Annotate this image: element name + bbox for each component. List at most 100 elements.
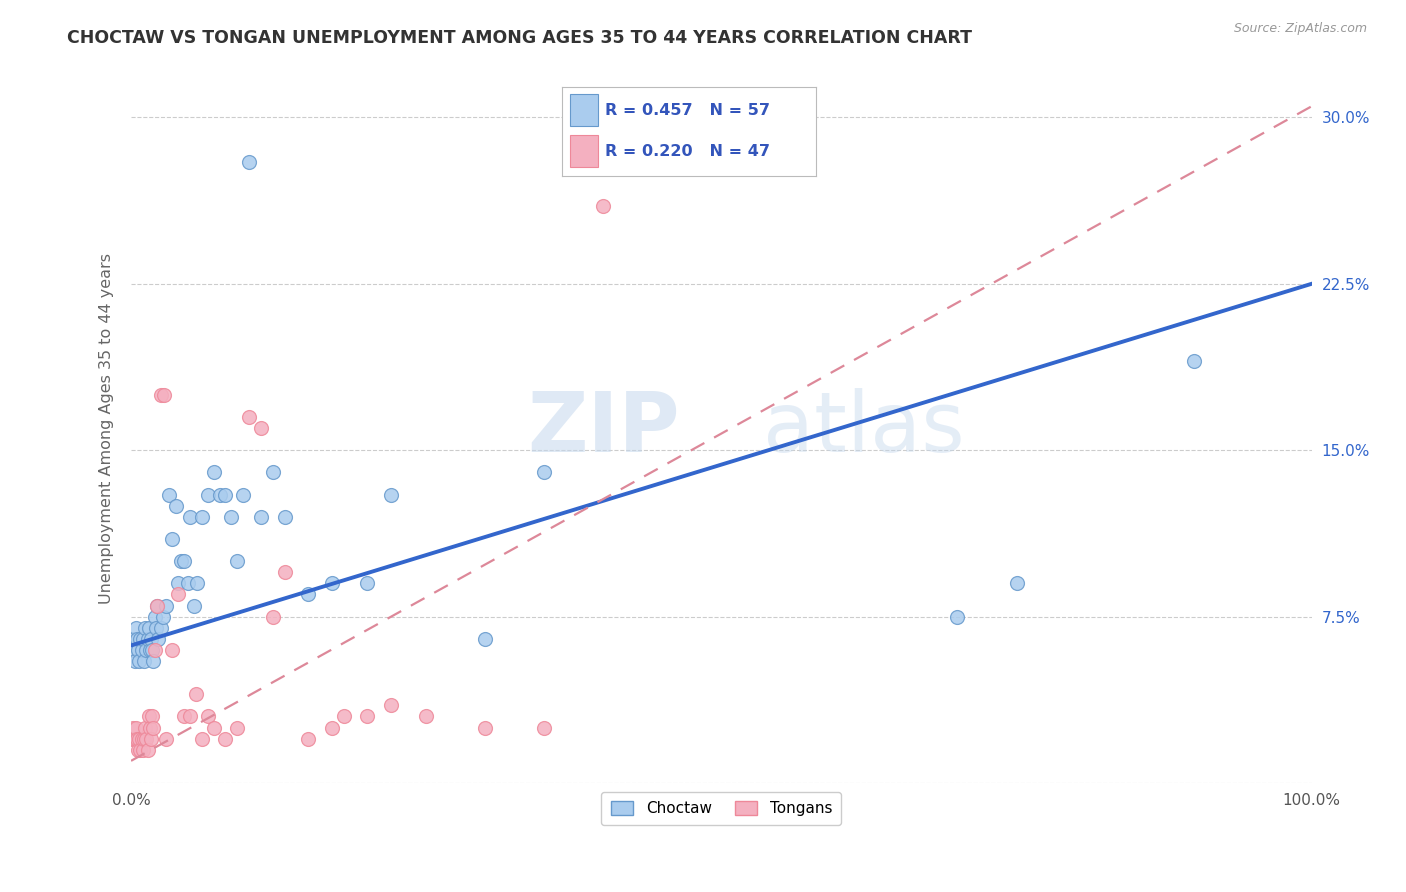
Point: [273, 509, 295, 524]
Point: [132, 743, 155, 757]
Point: [131, 643, 153, 657]
Point: [297, 587, 319, 601]
Point: [149, 621, 172, 635]
Point: [125, 721, 148, 735]
Point: [155, 599, 177, 613]
Point: [127, 743, 149, 757]
Point: [141, 709, 163, 723]
Point: [138, 621, 160, 635]
Point: [155, 731, 177, 746]
Point: [139, 643, 162, 657]
Point: [134, 721, 156, 735]
Point: [121, 632, 143, 646]
Point: [139, 632, 162, 646]
Point: [232, 487, 254, 501]
Point: [152, 609, 174, 624]
Point: [214, 731, 236, 746]
Point: [149, 388, 172, 402]
Point: [356, 576, 378, 591]
Point: [356, 709, 378, 723]
Point: [122, 721, 145, 735]
Point: [124, 654, 146, 668]
Point: [138, 709, 160, 723]
Point: [262, 609, 284, 624]
Point: [165, 499, 187, 513]
Point: [162, 532, 184, 546]
Point: [592, 199, 614, 213]
Point: [183, 599, 205, 613]
Point: [250, 421, 273, 435]
Point: [321, 576, 343, 591]
Point: [179, 509, 201, 524]
Point: [143, 609, 166, 624]
Legend: Choctaw, Tongans: Choctaw, Tongans: [602, 792, 841, 825]
Point: [157, 487, 180, 501]
Point: [169, 554, 191, 568]
Point: [146, 599, 169, 613]
Point: [145, 621, 167, 635]
Point: [146, 599, 169, 613]
Point: [136, 743, 159, 757]
Point: [131, 731, 153, 746]
Point: [1005, 576, 1028, 591]
Point: [139, 721, 162, 735]
Point: [273, 566, 295, 580]
Point: [121, 731, 143, 746]
Point: [129, 743, 152, 757]
Point: [167, 587, 190, 601]
Point: [214, 487, 236, 501]
Point: [184, 687, 207, 701]
Point: [143, 643, 166, 657]
Point: [533, 466, 555, 480]
Point: [132, 731, 155, 746]
Point: [148, 632, 170, 646]
Point: [176, 576, 198, 591]
Point: [208, 487, 231, 501]
Point: [128, 731, 150, 746]
Y-axis label: Unemployment Among Ages 35 to 44 years: Unemployment Among Ages 35 to 44 years: [100, 252, 114, 604]
Point: [128, 654, 150, 668]
Point: [132, 632, 155, 646]
Point: [139, 731, 162, 746]
Point: [135, 643, 157, 657]
Text: ZIP: ZIP: [527, 387, 681, 468]
Point: [321, 721, 343, 735]
Text: atlas: atlas: [762, 387, 965, 468]
Point: [173, 554, 195, 568]
Point: [191, 509, 214, 524]
Point: [250, 509, 273, 524]
Point: [946, 609, 969, 624]
Point: [125, 621, 148, 635]
Point: [191, 731, 214, 746]
Point: [474, 632, 496, 646]
Point: [142, 721, 165, 735]
Point: [332, 709, 354, 723]
Point: [124, 731, 146, 746]
Point: [380, 698, 402, 713]
Point: [125, 731, 148, 746]
Point: [179, 709, 201, 723]
Text: CHOCTAW VS TONGAN UNEMPLOYMENT AMONG AGES 35 TO 44 YEARS CORRELATION CHART: CHOCTAW VS TONGAN UNEMPLOYMENT AMONG AGE…: [67, 29, 973, 46]
Point: [1182, 354, 1205, 368]
Point: [153, 388, 176, 402]
Point: [533, 721, 555, 735]
Point: [167, 576, 190, 591]
Point: [132, 654, 155, 668]
Point: [202, 721, 225, 735]
Point: [162, 643, 184, 657]
Point: [226, 721, 249, 735]
Point: [135, 731, 157, 746]
Point: [173, 709, 195, 723]
Point: [142, 654, 165, 668]
Point: [238, 409, 260, 424]
Point: [136, 632, 159, 646]
Point: [221, 509, 243, 524]
Point: [129, 632, 152, 646]
Point: [415, 709, 437, 723]
Point: [297, 731, 319, 746]
Point: [197, 709, 219, 723]
Text: Source: ZipAtlas.com: Source: ZipAtlas.com: [1233, 22, 1367, 36]
Point: [474, 721, 496, 735]
Point: [122, 643, 145, 657]
Point: [186, 576, 208, 591]
